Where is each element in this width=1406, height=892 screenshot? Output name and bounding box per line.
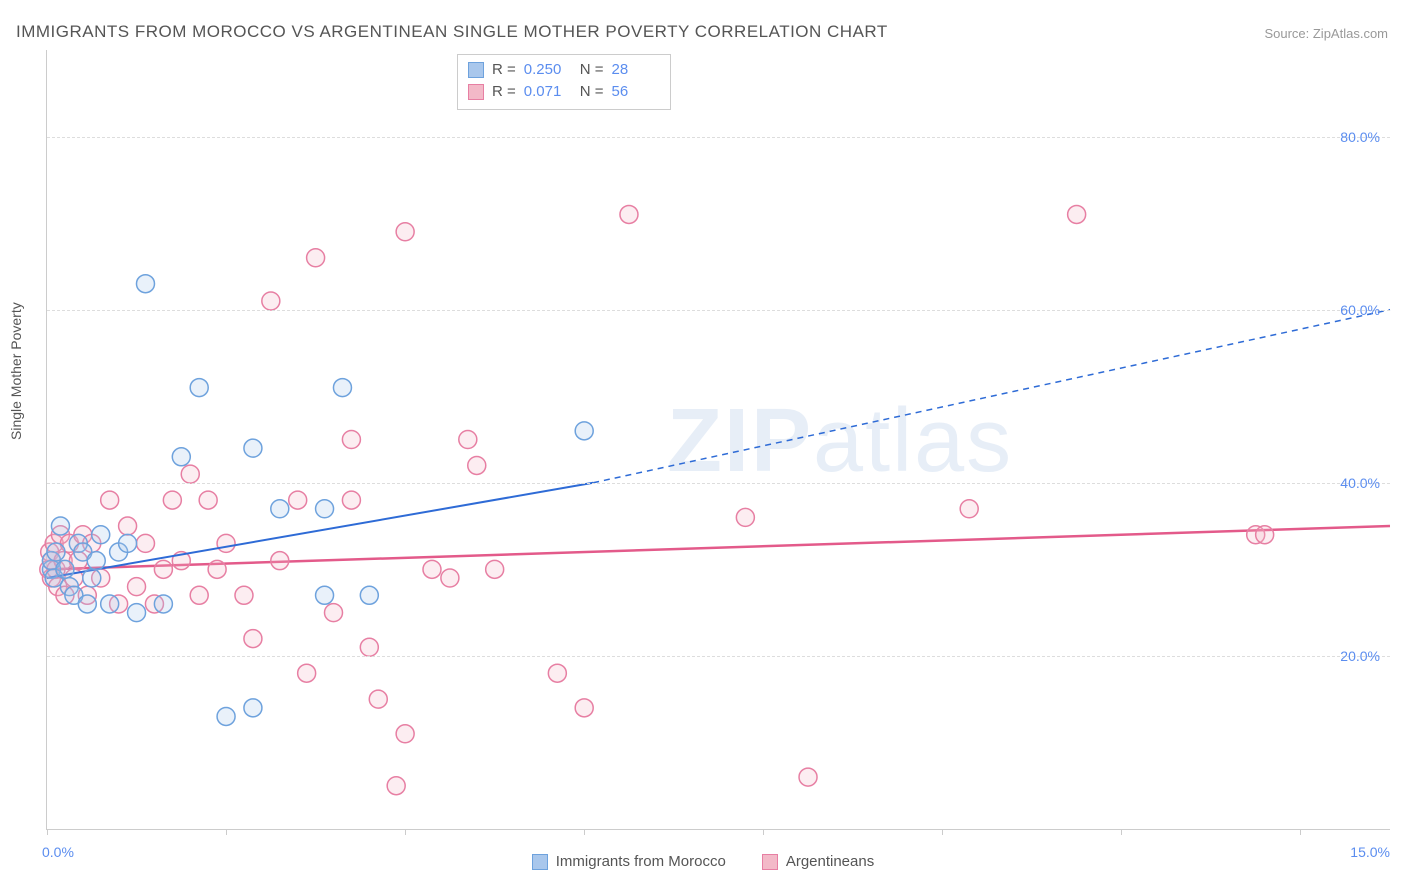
r-value-morocco: 0.250 (524, 59, 572, 81)
plot-area: ZIPatlas R = 0.250 N = 28 R = 0.071 N = … (46, 50, 1390, 830)
n-value-morocco: 28 (612, 59, 660, 81)
chart-title: IMMIGRANTS FROM MOROCCO VS ARGENTINEAN S… (16, 22, 888, 42)
legend-item-argentineans: Argentineans (762, 853, 874, 870)
y-tick-label: 40.0% (1340, 475, 1380, 491)
legend-label-morocco: Immigrants from Morocco (556, 853, 726, 870)
n-label: N = (580, 59, 604, 81)
y-tick-label: 80.0% (1340, 129, 1380, 145)
legend-swatch-argentineans (762, 854, 778, 870)
stats-row-argentineans: R = 0.071 N = 56 (468, 81, 660, 103)
swatch-morocco (468, 62, 484, 78)
legend-swatch-morocco (532, 854, 548, 870)
swatch-argentineans (468, 84, 484, 100)
y-tick-label: 60.0% (1340, 302, 1380, 318)
y-tick-label: 20.0% (1340, 648, 1380, 664)
r-label-2: R = (492, 81, 516, 103)
source-attribution: Source: ZipAtlas.com (1264, 26, 1388, 41)
r-value-argentineans: 0.071 (524, 81, 572, 103)
r-label: R = (492, 59, 516, 81)
y-axis-label: Single Mother Poverty (8, 302, 24, 440)
legend-label-argentineans: Argentineans (786, 853, 874, 870)
correlation-chart: IMMIGRANTS FROM MOROCCO VS ARGENTINEAN S… (0, 0, 1406, 892)
bottom-legend: Immigrants from Morocco Argentineans (0, 853, 1406, 870)
x-tick-label-min: 0.0% (42, 844, 74, 860)
n-value-argentineans: 56 (612, 81, 660, 103)
n-label-2: N = (580, 81, 604, 103)
stats-row-morocco: R = 0.250 N = 28 (468, 59, 660, 81)
stats-legend-box: R = 0.250 N = 28 R = 0.071 N = 56 (457, 54, 671, 110)
plot-svg (47, 50, 1390, 829)
legend-item-morocco: Immigrants from Morocco (532, 853, 726, 870)
x-tick-label-max: 15.0% (1350, 844, 1390, 860)
